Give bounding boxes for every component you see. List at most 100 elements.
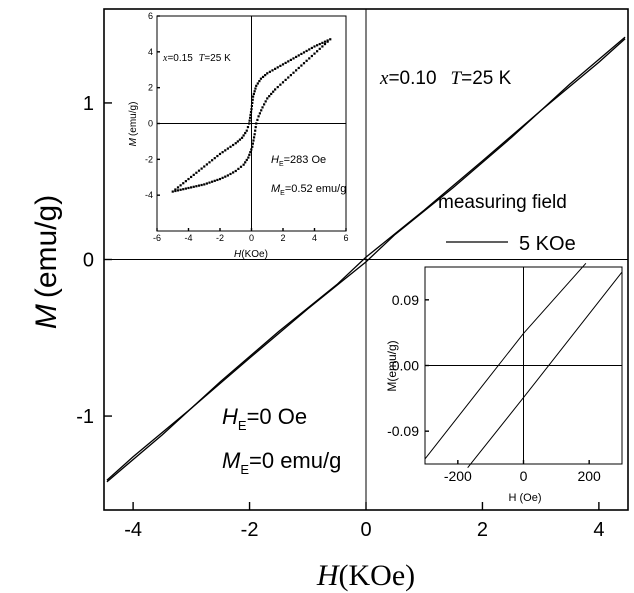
inset1-data-point: [281, 63, 285, 66]
inset1-data-point: [287, 76, 290, 79]
inset1-data-point: [300, 64, 303, 67]
inset-bottom-right-zero-lines: [425, 267, 622, 464]
inset1-data-point: [308, 48, 311, 51]
inset1-data-point: [248, 153, 251, 156]
inset1-data-point: [190, 175, 193, 179]
inset1-x-tick-label: -4: [184, 233, 192, 243]
inset1-data-point: [208, 181, 211, 184]
inset1-data-point: [253, 133, 256, 136]
inset1-data-point: [271, 69, 274, 72]
inset1-x-tick-label: 2: [280, 233, 285, 243]
inset-bottom-right-ticks: -200 0 200 -0.09 0.00 0.09: [387, 292, 601, 484]
inset-top-left-he-label: HE=283 Oe: [271, 154, 326, 168]
inset1-data-point: [226, 174, 229, 177]
legend-entry: 5 KOe: [519, 233, 576, 255]
inset1-data-point: [261, 106, 264, 109]
inset1-data-point: [247, 156, 250, 159]
inset-bottom-right-x-axis-title: H (Oe): [509, 492, 542, 504]
legend-title: measuring field: [438, 192, 567, 213]
inset-top-left-x-axis-title: H(KOe): [234, 249, 268, 260]
inset1-data-point: [171, 190, 174, 193]
inset2-x-tick-label: -200: [444, 468, 472, 484]
inset1-data-point: [251, 98, 254, 101]
main-x-tick-label: 4: [593, 519, 604, 541]
inset1-data-point: [289, 74, 292, 77]
inset1-data-point: [259, 77, 263, 80]
inset1-data-point: [300, 52, 303, 56]
inset2-series-line-1: [424, 263, 587, 460]
legend: measuring field 5 KOe: [438, 192, 576, 255]
inset1-data-point: [323, 42, 327, 46]
inset1-data-point: [289, 58, 292, 61]
main-series: [106, 36, 626, 483]
inset1-data-point: [276, 66, 279, 69]
main-x-tick-label: 0: [360, 519, 371, 541]
inset-top-left-y-axis-title: M(emu/g): [128, 102, 139, 147]
inset1-data-point: [316, 44, 319, 47]
inset1-data-point: [256, 82, 259, 85]
inset1-data-point: [252, 92, 255, 96]
inset1-data-point: [260, 109, 263, 112]
inset1-data-point: [218, 177, 222, 181]
inset1-data-point: [234, 142, 237, 145]
inset1-data-point: [318, 42, 321, 46]
inset-top-left-composition-label: x=0.15 T=25 K: [162, 53, 231, 64]
inset1-data-point: [174, 189, 177, 193]
inset1-data-point: [264, 74, 267, 77]
inset1-data-point: [321, 45, 324, 48]
inset1-data-point: [308, 57, 311, 60]
inset1-data-point: [261, 75, 265, 79]
inset1-data-point: [242, 163, 245, 166]
inset1-data-point: [229, 145, 232, 148]
inset1-data-point: [218, 152, 222, 156]
inset1-data-point: [232, 171, 235, 174]
inset1-data-point: [279, 83, 282, 86]
main-y-tick-label: 0: [83, 250, 94, 272]
inset1-data-point: [302, 51, 306, 54]
inset1-data-point: [326, 40, 329, 43]
inset1-data-point: [279, 64, 282, 67]
inset1-data-point: [313, 52, 316, 55]
inset1-data-point: [248, 119, 251, 122]
inset1-data-point: [182, 188, 185, 191]
inset1-data-point: [232, 143, 235, 147]
inset1-data-point: [281, 81, 285, 84]
main-he-label: HE=0 Oe: [222, 404, 307, 433]
inset1-data-point: [272, 90, 275, 93]
inset1-data-point: [205, 182, 208, 185]
inset1-data-point: [310, 54, 313, 58]
inset1-data-point: [266, 72, 269, 75]
main-series-line-2: [106, 36, 626, 481]
inset1-data-point: [211, 180, 214, 183]
inset1-data-point: [203, 165, 206, 168]
inset1-data-point: [251, 95, 255, 98]
main-x-axis-title: H(KOe): [316, 559, 415, 592]
inset1-data-point: [192, 185, 195, 188]
inset1-data-point: [174, 188, 177, 191]
inset1-data-point: [326, 39, 329, 42]
inset1-data-point: [192, 173, 195, 176]
inset1-data-point: [297, 54, 300, 57]
inset1-data-point: [295, 69, 298, 72]
inset1-x-tick-label: 6: [343, 233, 348, 243]
inset1-data-point: [268, 70, 271, 73]
inset1-data-point: [244, 131, 247, 135]
main-x-tick-label: -2: [241, 519, 259, 541]
inset1-data-point: [276, 85, 279, 89]
inset1-data-point: [321, 41, 324, 44]
main-ticks: -4 -2 0 2 4 -1 0 1: [76, 93, 604, 541]
main-me-label: ME=0 emu/g: [222, 448, 341, 477]
main-x-tick-label: -4: [124, 519, 142, 541]
inset1-data-point: [305, 59, 308, 62]
inset1-y-tick-label: 2: [148, 83, 153, 93]
inset1-data-point: [292, 57, 295, 60]
inset1-data-point: [200, 183, 203, 187]
inset-top-left-ticks: -6 -4 -2 0 2 4 6 -4 -2 0 2 4 6: [145, 11, 349, 243]
inset1-data-point: [200, 167, 203, 170]
inset1-data-point: [297, 66, 300, 70]
inset1-data-point: [251, 145, 254, 148]
inset1-data-point: [242, 134, 245, 137]
inset1-data-point: [224, 175, 227, 178]
inset1-data-point: [240, 136, 244, 139]
